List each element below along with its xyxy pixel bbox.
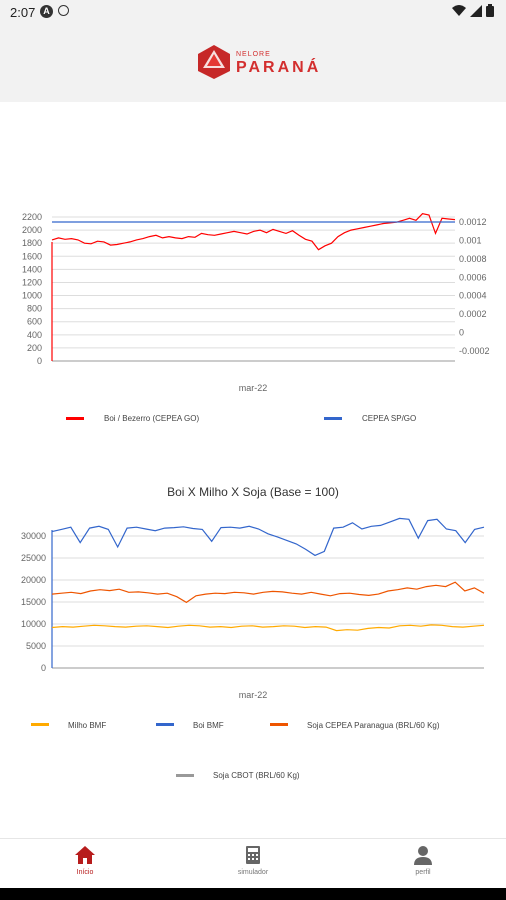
chart1-x-label: mar-22	[239, 383, 268, 393]
legend-swatch-boi-bmf	[156, 723, 174, 726]
chart2-left-tick: 25000	[21, 553, 46, 563]
app-header: NELORE PARANÁ	[0, 24, 506, 102]
chart1-left-tick: 800	[27, 304, 42, 314]
nav-label-inicio: Início	[76, 869, 94, 876]
chart2-left-tick: 30000	[21, 531, 46, 541]
s-badge-icon	[58, 5, 69, 16]
chart1-left-axis: 2200200018001600140012001000800600400200…	[22, 212, 42, 366]
chart1-left-tick: 400	[27, 330, 42, 340]
chart2-left-tick: 10000	[21, 619, 46, 629]
nav-item-inicio[interactable]: Início	[40, 845, 130, 876]
chart1-left-tick: 1800	[22, 238, 42, 248]
chart2-title: Boi X Milho X Soja (Base = 100)	[167, 485, 339, 499]
chart1-left-tick: 2200	[22, 212, 42, 222]
bottom-navigation: Início simulador perfil	[0, 838, 506, 889]
legend-label-boi-bmf: Boi BMF	[193, 721, 224, 730]
chart1-left-tick: 1000	[22, 291, 42, 301]
chart1-right-axis: 0.0012 0.001 0.0008 0.0006 0.0004 0.0002 0 -0.0…	[459, 217, 490, 356]
chart1-right-tick: 0	[459, 328, 464, 338]
status-bar: 2:07 A	[0, 0, 506, 24]
a-badge-icon: A	[40, 5, 53, 18]
chart2-left-tick: 5000	[26, 641, 46, 651]
legend-swatch-milho	[31, 723, 49, 726]
home-icon	[75, 846, 95, 864]
chart2-left-tick: 15000	[21, 597, 46, 607]
person-icon	[414, 846, 432, 865]
legend-swatch-soja-cbot	[176, 774, 194, 777]
chart1-gridlines	[52, 216, 455, 362]
series-soja-cepea	[51, 581, 485, 604]
chart1-right-tick: -0.0002	[459, 346, 490, 356]
chart1-left-tick: 0	[37, 356, 42, 366]
legend-label-cepea-spgo: CEPEA SP/GO	[362, 414, 416, 423]
series-boi-bmf	[51, 517, 485, 557]
chart-boi-milho-soja: Boi X Milho X Soja (Base = 100) 30000 250…	[21, 485, 485, 780]
chart1-left-tick: 1600	[22, 251, 42, 261]
chart1-right-tick: 0.0008	[459, 254, 487, 264]
nav-item-simulador[interactable]: simulador	[208, 845, 298, 876]
nav-item-perfil[interactable]: perfil	[378, 845, 468, 876]
chart2-gridlines	[52, 535, 484, 669]
system-navigation-bar	[0, 888, 506, 900]
nav-label-perfil: perfil	[415, 869, 431, 876]
brand-mark-icon	[198, 45, 230, 79]
chart2-legend: Milho BMF Boi BMF Soja CEPEA Paranagua (…	[31, 721, 440, 780]
chart1-left-tick: 200	[27, 343, 42, 353]
chart1-left-tick: 2000	[22, 225, 42, 235]
legend-label-soja-cbot: Soja CBOT (BRL/60 Kg)	[213, 771, 300, 780]
status-time: 2:07	[10, 5, 36, 20]
chart1-right-tick: 0.0006	[459, 272, 487, 282]
chart2-series	[51, 517, 485, 668]
nav-label-simulador: simulador	[237, 869, 269, 876]
chart2-left-axis: 30000 25000 20000 15000 10000 5000 0	[21, 531, 46, 673]
chart2-x-label: mar-22	[239, 690, 268, 700]
legend-label-milho: Milho BMF	[68, 721, 106, 730]
legend-swatch-cepea-spgo	[324, 417, 342, 420]
legend-label-soja-cepea: Soja CEPEA Paranagua (BRL/60 Kg)	[307, 721, 440, 730]
brand-logo: NELORE PARANÁ	[196, 44, 318, 80]
series-milho-bmf	[51, 624, 485, 632]
chart1-left-tick: 1200	[22, 277, 42, 287]
chart1-right-tick: 0.001	[459, 235, 482, 245]
chart1-legend: Boi / Bezerro (CEPEA GO) CEPEA SP/GO	[66, 414, 416, 423]
chart2-left-tick: 20000	[21, 575, 46, 585]
chart1-right-tick: 0.0002	[459, 309, 487, 319]
brand-name: PARANÁ	[236, 59, 322, 76]
brand-small-text: NELORE	[236, 51, 271, 58]
chart-boi-bezerro: 2200200018001600140012001000800600400200…	[22, 212, 490, 423]
series-boi-bezerro	[51, 213, 456, 251]
chart1-left-tick: 600	[27, 317, 42, 327]
chart1-left-tick: 1400	[22, 264, 42, 274]
legend-label-boi-bezerro: Boi / Bezerro (CEPEA GO)	[104, 414, 199, 423]
chart2-left-tick: 0	[41, 663, 46, 673]
calculator-icon	[246, 846, 260, 864]
chart1-right-tick: 0.0004	[459, 291, 487, 301]
wifi-icon	[452, 4, 466, 16]
chart1-series	[51, 213, 456, 361]
signal-icon	[470, 4, 482, 17]
legend-swatch-boi-bezerro	[66, 417, 84, 420]
chart1-right-tick: 0.0012	[459, 217, 487, 227]
battery-icon	[486, 4, 494, 17]
legend-swatch-soja-cepea	[270, 723, 288, 726]
